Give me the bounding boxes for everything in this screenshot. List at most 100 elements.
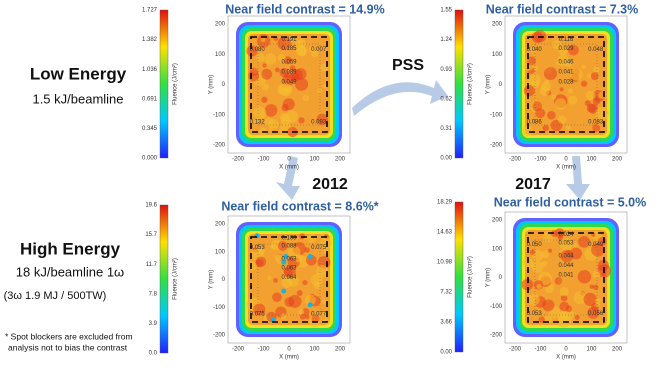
point-label: 0.024 [558, 232, 574, 238]
colorbar-tick: 3.66 [440, 320, 452, 326]
x-tick-label: -200 [232, 347, 245, 353]
x-tick-label: 0 [287, 347, 291, 353]
y-tick-label: 100 [215, 249, 226, 255]
spot-blocker [307, 302, 313, 308]
colorbar-tick: 1.036 [142, 67, 158, 73]
hot-spot [285, 110, 299, 123]
hot-spot [261, 96, 268, 103]
y-tick-label: -100 [213, 305, 226, 311]
x-axis-label: X (mm) [556, 165, 576, 171]
hot-spot [568, 95, 578, 105]
transition-label: PSS [392, 57, 424, 74]
hot-spot [581, 64, 586, 70]
point-label: 0.059 [281, 60, 297, 66]
hot-spot [568, 44, 579, 56]
hot-spot [570, 247, 582, 260]
hot-spot [547, 110, 556, 120]
x-tick-label: 0 [564, 347, 568, 353]
hot-spot [302, 280, 308, 286]
y-tick-label: 0 [222, 82, 226, 88]
y-tick-label: 100 [215, 52, 226, 58]
point-label: 0.048 [588, 47, 604, 53]
y-tick-label: 0 [499, 82, 503, 88]
point-label: 0.041 [558, 273, 574, 279]
point-label: 0.044 [558, 254, 574, 260]
hot-spot [523, 85, 535, 97]
hot-spot [522, 125, 533, 137]
hot-spot [296, 45, 307, 57]
hot-spot [595, 302, 601, 308]
point-label: 0.064 [281, 275, 297, 281]
hot-spot [551, 94, 557, 100]
point-label: 0.088 [281, 244, 297, 250]
colorbar-tick: 1.24 [440, 37, 452, 43]
colorbar-label: Fluence (J/cm²) [468, 63, 474, 105]
point-label: 0.080 [250, 47, 266, 53]
hot-spot [253, 106, 267, 120]
grid-box [534, 43, 598, 126]
x-tick-label: 200 [612, 347, 623, 353]
y-tick-label: 200 [492, 218, 503, 224]
hot-spot [277, 36, 292, 51]
colorbar-tick: 1.727 [142, 8, 158, 14]
colorbar-tick: 0.00 [440, 156, 452, 162]
hot-spot [282, 98, 295, 111]
point-label: 0.077 [311, 312, 327, 318]
x-tick-label: 200 [335, 347, 346, 353]
hot-spot [262, 63, 267, 68]
row-title: Low Energy [30, 64, 127, 83]
y-axis-label: Y (mm) [209, 270, 215, 290]
hot-spot [256, 53, 265, 62]
hot-spot [249, 67, 259, 77]
hot-spot [262, 83, 270, 91]
arrow [276, 156, 300, 200]
y-tick-label: -200 [213, 333, 226, 339]
hot-spot [310, 273, 323, 286]
colorbar-tick: 0.00 [440, 350, 452, 356]
year-label: 2012 [312, 176, 348, 193]
x-tick-label: -100 [534, 347, 547, 353]
panel-title: Near field contrast = 14.9% [225, 2, 384, 16]
panel-title: Near field contrast = 8.6%* [221, 199, 378, 213]
hot-spot [573, 242, 578, 248]
x-tick-label: 200 [335, 157, 346, 163]
hot-spot [587, 73, 593, 79]
row-line: (3ω 1.9 MJ / 500TW) [4, 290, 107, 302]
hot-spot [567, 88, 574, 94]
y-tick-label: -100 [213, 112, 226, 118]
x-tick-label: 0 [564, 157, 568, 163]
point-label: 0.029 [558, 46, 574, 52]
x-tick-label: -200 [232, 157, 245, 163]
hot-spot [261, 68, 273, 80]
colorbar-tick: 15.7 [145, 232, 157, 238]
point-label: 0.049 [588, 242, 604, 248]
hot-spot [574, 315, 580, 320]
hot-spot [304, 247, 310, 253]
hot-spot [565, 305, 573, 313]
hot-spot [565, 125, 571, 130]
hot-spot [541, 250, 550, 259]
hot-spot [554, 277, 563, 285]
hot-spot [542, 299, 555, 312]
spot-blocker [283, 254, 289, 259]
hot-spot [295, 77, 309, 91]
hot-spot [584, 100, 591, 107]
point-label: 0.041 [558, 70, 574, 76]
hot-spot [544, 79, 550, 85]
spot-blocker [281, 288, 287, 294]
panel-title: Near field contrast = 7.3% [486, 2, 639, 16]
x-tick-label: -100 [534, 157, 547, 163]
x-tick-label: 200 [612, 157, 623, 163]
hot-spot [317, 88, 323, 94]
colorbar-tick: 19.6 [145, 203, 157, 209]
colorbar-tick: 10.98 [437, 260, 453, 266]
grid-box [534, 239, 598, 316]
hot-spot [592, 97, 601, 105]
hot-spot [530, 47, 537, 53]
hot-spot [590, 72, 599, 81]
hot-spot [295, 68, 307, 80]
x-tick-label: -100 [257, 347, 270, 353]
colorbar-tick: 0.62 [440, 96, 452, 102]
hot-spot [279, 83, 293, 97]
colorbar-tick: 0.93 [440, 67, 452, 73]
